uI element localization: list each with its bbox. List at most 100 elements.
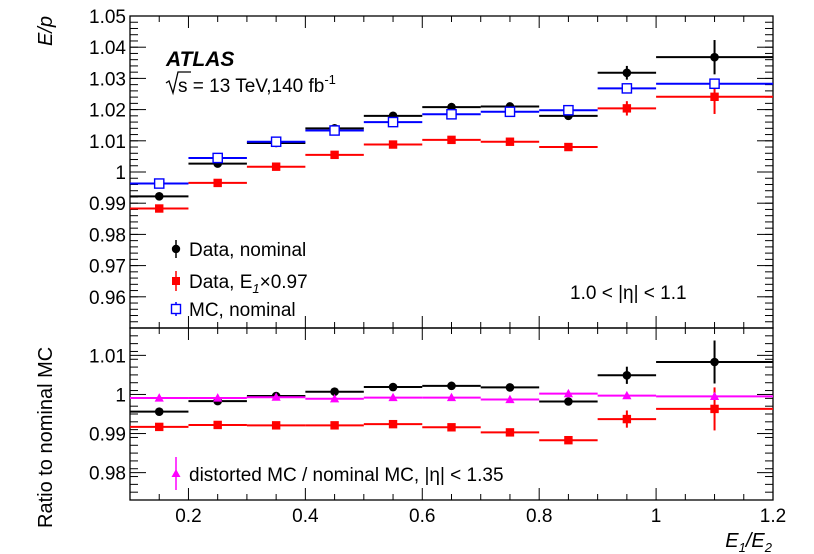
data-point — [539, 142, 598, 152]
open-square-marker — [563, 104, 574, 116]
square-marker — [710, 404, 719, 414]
energy-lumi-label: s = 13 TeV,140 fb-1 — [165, 71, 336, 97]
upper-y-tick-label: 1.02 — [89, 101, 126, 122]
x-axis-title: E1/E2 — [725, 530, 772, 554]
atlas-label: ATLAS — [165, 48, 234, 71]
square-marker — [271, 421, 281, 430]
svg-text:s = 13 TeV,140 fb-1: s = 13 TeV,140 fb-1 — [178, 72, 336, 97]
circle-marker — [710, 52, 719, 62]
upper-y-tick-label: 1.04 — [89, 38, 126, 59]
square-marker — [505, 137, 515, 146]
x-tick-label: 0.8 — [526, 506, 552, 527]
open-square-marker — [212, 152, 223, 164]
data-point — [422, 135, 481, 145]
lower-series-0 — [130, 340, 773, 416]
data-point — [246, 162, 306, 171]
data-point — [188, 393, 247, 402]
upper-y-tick-label: 1 — [115, 163, 126, 184]
svg-text:Data, nominal: Data, nominal — [189, 240, 306, 261]
lower-y-tick-label: 1 — [115, 385, 126, 406]
lower-legend-entry: distorted MC / nominal MC, |η| < 1.35 — [189, 465, 504, 486]
legend-entry-data-nominal: Data, nominal — [171, 240, 306, 261]
upper-y-tick-label: 0.96 — [89, 288, 126, 309]
upper-series-1 — [130, 79, 773, 213]
lower-legend: distorted MC / nominal MC, |η| < 1.35 — [171, 457, 504, 490]
legend-entry-data-scaled: Data, E1×0.97 — [172, 271, 308, 296]
triangle-marker — [388, 392, 398, 402]
data-point — [422, 423, 481, 432]
data-point — [188, 420, 247, 430]
data-point — [480, 106, 540, 118]
circle-marker — [710, 357, 719, 367]
data-point — [188, 152, 247, 164]
data-point — [246, 392, 306, 401]
square-marker — [447, 423, 456, 432]
filled-triangle-marker-icon — [171, 469, 181, 477]
x-tick-label: 0.2 — [175, 506, 201, 527]
data-point — [246, 421, 306, 430]
square-marker — [155, 422, 164, 432]
circle-marker — [154, 407, 164, 416]
circle-marker — [388, 382, 398, 392]
data-point — [363, 140, 423, 149]
square-marker — [622, 414, 632, 424]
square-marker — [564, 142, 573, 152]
data-point — [188, 178, 247, 188]
open-square-marker — [621, 83, 633, 94]
triangle-marker — [154, 393, 164, 402]
filled-circle-marker-icon — [171, 244, 181, 254]
x-tick-label: 1 — [651, 506, 662, 527]
upper-y-tick-label: 1.05 — [89, 7, 126, 28]
data-point — [539, 388, 598, 398]
triangle-marker — [329, 393, 340, 403]
svg-text:Data, E1×0.97: Data, E1×0.97 — [189, 272, 308, 296]
square-marker — [213, 178, 222, 188]
open-square-marker — [446, 108, 457, 120]
circle-marker — [447, 381, 456, 391]
data-point — [597, 390, 657, 400]
data-point — [597, 101, 657, 116]
legend-entry-mc-nominal: MC, nominal — [170, 300, 296, 321]
svg-text:MC, nominal: MC, nominal — [189, 300, 296, 321]
data-point — [305, 393, 364, 403]
triangle-marker — [563, 388, 574, 398]
data-point — [305, 150, 364, 160]
open-square-marker — [270, 136, 282, 148]
triangle-marker — [271, 392, 281, 401]
square-marker — [388, 419, 398, 429]
square-marker — [330, 150, 339, 160]
x-tick-label: 0.6 — [409, 506, 435, 527]
open-square-marker-icon — [170, 303, 182, 315]
data-point — [422, 392, 481, 402]
data-point — [130, 178, 189, 189]
data-point — [539, 397, 598, 406]
triangle-marker — [622, 390, 632, 400]
triangle-marker — [446, 392, 457, 402]
upper-y-axis-title: E/p — [35, 16, 57, 46]
data-point — [363, 116, 423, 128]
upper-y-tick-label: 1.01 — [89, 132, 126, 153]
open-square-marker — [153, 178, 165, 189]
lower-series-1 — [130, 387, 773, 445]
open-square-marker — [387, 116, 399, 128]
square-marker — [155, 204, 164, 213]
eta-range-label: 1.0 < |η| < 1.1 — [570, 283, 687, 304]
data-point — [597, 65, 657, 80]
square-marker — [505, 428, 515, 437]
upper-y-tick-label: 1.03 — [89, 69, 126, 90]
x-tick-label: 1.2 — [760, 506, 786, 527]
triangle-marker — [709, 391, 720, 401]
square-marker — [564, 435, 573, 445]
square-marker — [388, 140, 398, 149]
data-point — [363, 392, 423, 402]
data-point — [480, 394, 540, 404]
data-point — [130, 192, 189, 201]
open-square-marker — [709, 78, 720, 90]
triangle-marker — [505, 394, 515, 404]
data-point — [539, 104, 598, 116]
data-point — [130, 393, 189, 402]
data-point — [130, 407, 189, 416]
circle-marker — [505, 383, 515, 392]
square-marker — [330, 421, 339, 430]
circle-marker — [330, 387, 339, 397]
